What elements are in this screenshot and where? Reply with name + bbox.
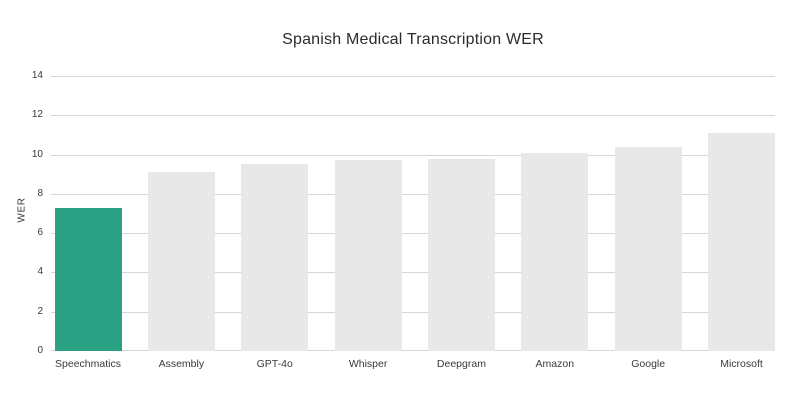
- bar-whisper: [334, 160, 402, 351]
- gridline-y-12: [51, 115, 775, 117]
- gridline-y-0: [51, 350, 775, 351]
- y-tick-label-6: 6: [37, 227, 43, 239]
- x-tick-label-microsoft: Microsoft: [720, 358, 763, 370]
- bar-speechmatics: [54, 207, 122, 351]
- y-tick-label-10: 10: [31, 148, 43, 160]
- plot-area: 0 2 4 6 8 10 12 14 Speechmatics Assembly GPT-4o Whi…: [32, 70, 776, 370]
- bar-microsoft: [708, 132, 776, 351]
- gridline-y-4: [51, 272, 775, 274]
- y-axis-label: WER: [16, 197, 28, 223]
- x-tick-label-amazon: Amazon: [535, 358, 575, 370]
- y-tick-label-2: 2: [37, 305, 43, 317]
- x-tick-label-assembly: Assembly: [158, 358, 205, 370]
- gridline-y-14: [51, 76, 775, 77]
- y-tick-label-12: 12: [31, 109, 43, 121]
- x-tick-label-deepgram: Deepgram: [436, 358, 486, 370]
- x-tick-label-speechmatics: Speechmatics: [55, 358, 121, 370]
- gridline-y-2: [51, 311, 775, 313]
- x-tick-label-whisper: Whisper: [348, 358, 388, 370]
- bar-assembly: [147, 172, 215, 351]
- gridline-y-10: [51, 154, 775, 156]
- gridline-y-8: [51, 193, 775, 195]
- bar-google: [614, 146, 682, 351]
- chart-title: Spanish Medical Transcription WER: [282, 31, 544, 48]
- y-tick-label-4: 4: [37, 266, 43, 278]
- bar-gpt-4o: [241, 164, 309, 351]
- bar-amazon: [521, 152, 589, 351]
- x-tick-label-gpt-4o: GPT-4o: [256, 358, 293, 370]
- y-tick-label-8: 8: [37, 187, 43, 199]
- x-tick-label-google: Google: [631, 358, 666, 370]
- y-tick-label-0: 0: [37, 345, 43, 356]
- gridline-y-6: [51, 233, 775, 235]
- y-tick-label-14: 14: [31, 70, 43, 81]
- bar-deepgram: [427, 158, 495, 351]
